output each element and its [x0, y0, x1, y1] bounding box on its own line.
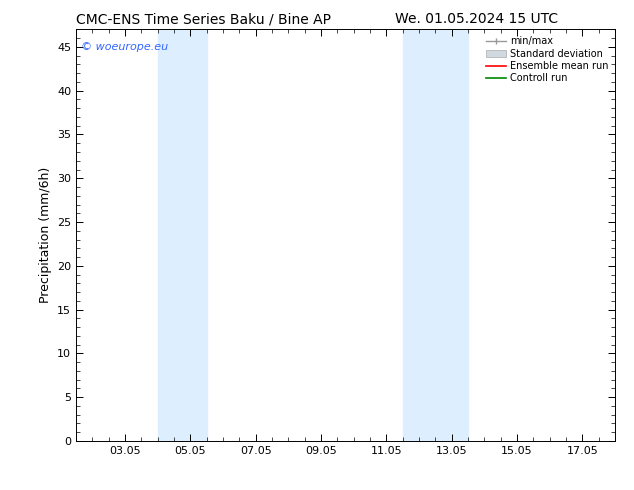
- Legend: min/max, Standard deviation, Ensemble mean run, Controll run: min/max, Standard deviation, Ensemble me…: [484, 34, 610, 85]
- Bar: [419, 29, 468, 441]
- Text: CMC-ENS Time Series Baku / Bine AP: CMC-ENS Time Series Baku / Bine AP: [76, 12, 331, 26]
- Y-axis label: Precipitation (mm/6h): Precipitation (mm/6h): [39, 167, 51, 303]
- Bar: [158, 29, 207, 441]
- Bar: [403, 29, 419, 441]
- Text: © woeurope.eu: © woeurope.eu: [81, 42, 169, 52]
- Text: We. 01.05.2024 15 UTC: We. 01.05.2024 15 UTC: [395, 12, 558, 26]
